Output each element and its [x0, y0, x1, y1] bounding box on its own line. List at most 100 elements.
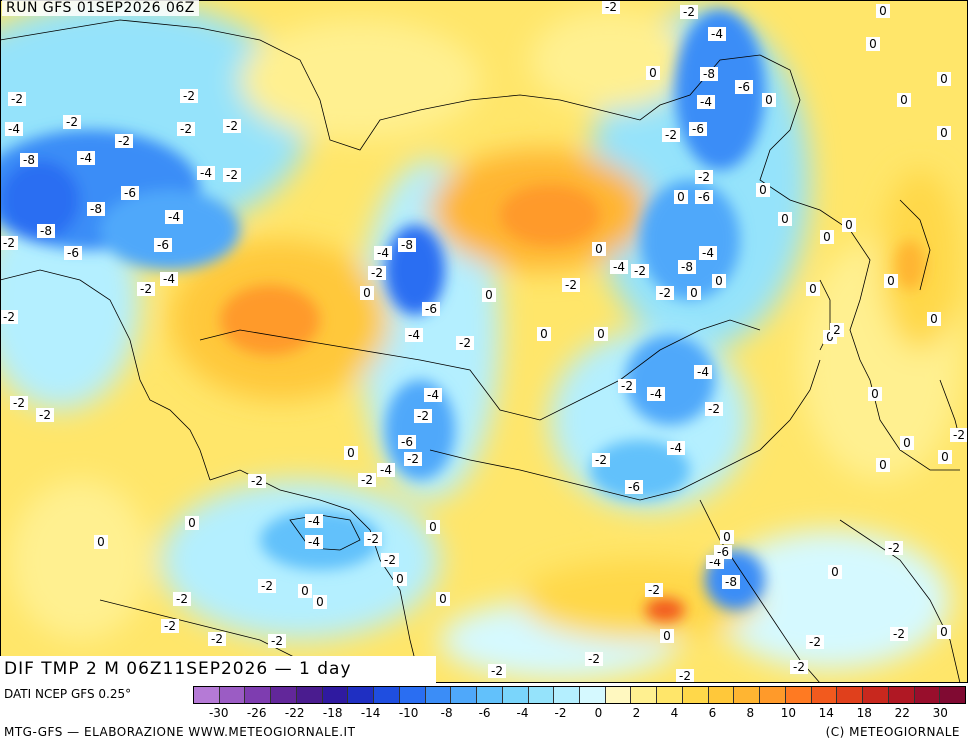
contour-label: -4 — [405, 328, 423, 342]
svg-text:0: 0 — [759, 183, 767, 197]
legend-swatch — [528, 687, 555, 703]
contour-label: -4 — [647, 387, 665, 401]
svg-text:0: 0 — [439, 592, 447, 606]
run-label: RUN GFS 01SEP2026 06Z — [2, 0, 199, 16]
svg-text:-2: -2 — [176, 592, 188, 606]
legend-swatch — [554, 687, 581, 703]
svg-text:0: 0 — [879, 4, 887, 18]
svg-text:-8: -8 — [23, 153, 35, 167]
contour-label: -2 — [208, 632, 226, 646]
contour-label: 0 — [900, 436, 914, 450]
contour-label: 0 — [660, 629, 674, 643]
contour-label: 0 — [937, 126, 951, 140]
legend-tick-label: -22 — [284, 706, 305, 720]
footer: DATI NCEP GFS 0.25° -30 -26 -22 -18 -14 -10 -8… — [0, 683, 968, 745]
legend-swatch — [708, 687, 735, 703]
legend-swatch — [477, 687, 503, 703]
svg-text:-2: -2 — [271, 634, 283, 648]
contour-label: -2 — [8, 92, 26, 106]
contour-labels: -2 -2 -4 -8 -6 -4 -6 -2 -2 -4 -2 -2 -2 -… — [0, 0, 968, 683]
svg-text:-2: -2 — [180, 122, 192, 136]
contour-label: -8 — [87, 202, 105, 216]
svg-text:0: 0 — [723, 530, 731, 544]
svg-text:-2: -2 — [683, 5, 695, 19]
contour-label: -6 — [398, 435, 416, 449]
svg-text:-4: -4 — [308, 535, 320, 549]
svg-text:-2: -2 — [3, 236, 15, 250]
contour-label: -2 — [662, 128, 680, 142]
svg-text:0: 0 — [845, 218, 853, 232]
svg-text:-6: -6 — [124, 186, 136, 200]
legend-tick-label: -4 — [516, 706, 529, 720]
contour-label: -4 — [377, 463, 395, 477]
svg-text:0: 0 — [940, 625, 948, 639]
legend-swatch — [760, 687, 786, 703]
svg-text:0: 0 — [595, 242, 603, 256]
contour-label: -4 — [610, 260, 628, 274]
svg-text:0: 0 — [903, 436, 911, 450]
svg-text:0: 0 — [809, 282, 817, 296]
legend-tick-label: 8 — [746, 706, 755, 720]
legend-tick-label: -2 — [554, 706, 567, 720]
contour-label: 0 — [646, 66, 660, 80]
svg-text:-4: -4 — [711, 27, 723, 41]
contour-label: -2 — [602, 0, 620, 14]
svg-text:-8: -8 — [681, 260, 693, 274]
contour-label: 0 — [842, 218, 856, 232]
contour-label: -2 — [645, 583, 663, 597]
contour-label: -2 — [258, 579, 276, 593]
svg-text:-6: -6 — [717, 545, 729, 559]
svg-text:-2: -2 — [459, 336, 471, 350]
contour-label: 0 — [298, 584, 312, 598]
legend-swatch — [837, 687, 864, 703]
svg-text:-2: -2 — [361, 473, 373, 487]
legend-swatch — [322, 687, 349, 703]
map-canvas: -2 -2 -4 -8 -6 -4 -6 -2 -2 -4 -2 -2 -2 -… — [0, 0, 968, 683]
legend-swatch — [580, 687, 606, 703]
svg-text:-4: -4 — [200, 166, 212, 180]
legend-tick-label: 4 — [670, 706, 679, 720]
svg-text:0: 0 — [97, 535, 105, 549]
svg-text:-8: -8 — [703, 67, 715, 81]
svg-text:0: 0 — [930, 312, 938, 326]
svg-text:0: 0 — [900, 93, 908, 107]
contour-label: -4 — [197, 166, 215, 180]
legend-swatch — [785, 687, 812, 703]
contour-label: 0 — [537, 327, 551, 341]
legend-swatch — [863, 687, 889, 703]
legend-tick-label: 22 — [894, 706, 910, 720]
svg-text:-6: -6 — [628, 480, 640, 494]
svg-text:0: 0 — [316, 595, 324, 609]
legend-swatch — [657, 687, 683, 703]
svg-text:-2: -2 — [679, 669, 691, 683]
svg-text:0: 0 — [715, 274, 723, 288]
contour-label: -6 — [121, 186, 139, 200]
legend-swatch — [914, 687, 941, 703]
legend-swatch — [399, 687, 426, 703]
svg-text:-2: -2 — [491, 664, 503, 678]
legend-tick-label: 0 — [594, 706, 603, 720]
contour-label: 0 — [393, 572, 407, 586]
svg-text:-2: -2 — [66, 115, 78, 129]
legend-swatch — [296, 687, 323, 703]
svg-text:-2: -2 — [417, 409, 429, 423]
svg-text:-2: -2 — [565, 278, 577, 292]
contour-label: -2 — [364, 532, 382, 546]
svg-text:-8: -8 — [725, 575, 737, 589]
legend-tick-label: 2 — [632, 706, 641, 720]
svg-text:-4: -4 — [408, 328, 420, 342]
svg-text:-2: -2 — [164, 619, 176, 633]
svg-text:-2: -2 — [118, 134, 130, 148]
svg-text:-4: -4 — [613, 260, 625, 274]
svg-text:-6: -6 — [67, 246, 79, 260]
contour-label: -2 — [404, 452, 422, 466]
contour-label: 0 — [937, 625, 951, 639]
legend-tick-label: 6 — [708, 706, 717, 720]
svg-text:-2: -2 — [708, 402, 720, 416]
svg-text:0: 0 — [869, 37, 877, 51]
svg-text:0: 0 — [188, 516, 196, 530]
svg-text:-4: -4 — [700, 95, 712, 109]
contour-label: 0 — [720, 530, 734, 544]
svg-text:-2: -2 — [665, 128, 677, 142]
contour-label: -2 — [180, 89, 198, 103]
